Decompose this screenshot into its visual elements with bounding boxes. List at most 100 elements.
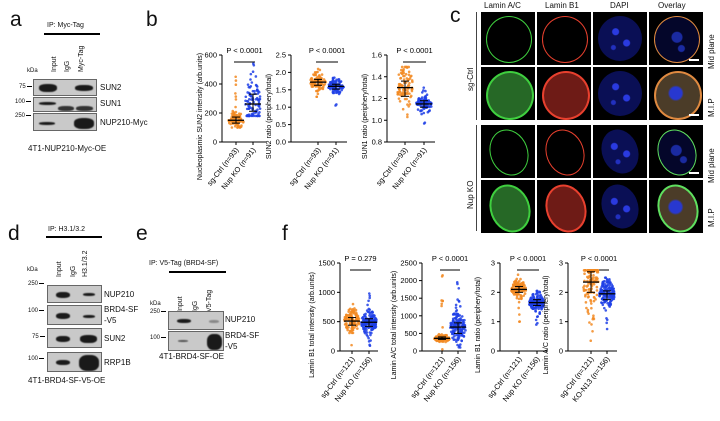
data-point — [249, 94, 253, 98]
data-point — [429, 102, 433, 106]
data-point — [362, 327, 365, 331]
data-point — [339, 85, 343, 88]
data-point — [429, 105, 433, 108]
data-point — [437, 337, 440, 341]
data-point — [583, 269, 587, 272]
data-point — [441, 347, 444, 351]
data-point — [254, 111, 257, 114]
data-point — [316, 67, 320, 71]
data-point — [424, 105, 427, 109]
data-point — [434, 335, 438, 339]
x-tick-label: sg-Ctrl (n=121) — [409, 354, 447, 400]
data-point — [589, 279, 592, 283]
data-point — [438, 338, 442, 341]
data-point — [354, 318, 358, 321]
data-point — [239, 125, 243, 129]
data-point — [351, 328, 354, 331]
data-point — [437, 339, 441, 343]
data-point — [330, 86, 334, 90]
data-point — [444, 334, 448, 338]
data-point — [371, 320, 374, 323]
data-point — [362, 327, 366, 331]
data-point — [371, 325, 374, 329]
data-point — [374, 317, 378, 320]
data-point — [601, 296, 605, 300]
ip-underline — [44, 33, 100, 35]
data-point — [599, 290, 602, 293]
data-point — [458, 321, 461, 324]
data-point — [424, 96, 428, 100]
data-point — [237, 120, 240, 124]
data-point — [534, 301, 537, 305]
data-point — [430, 102, 433, 105]
data-point — [338, 80, 341, 83]
data-point — [521, 283, 525, 287]
data-point — [461, 324, 465, 328]
data-point — [405, 92, 408, 95]
blot-nup210-myc — [33, 113, 97, 131]
data-point — [607, 296, 611, 300]
data-point — [596, 269, 599, 272]
data-point — [310, 83, 313, 87]
data-point — [238, 126, 242, 129]
data-point — [371, 328, 374, 331]
data-point — [601, 280, 605, 284]
data-point — [457, 320, 461, 324]
data-point — [453, 313, 457, 316]
data-point — [365, 333, 369, 337]
data-point — [451, 313, 455, 316]
data-point — [516, 292, 520, 296]
data-point — [313, 81, 316, 85]
data-point — [524, 286, 527, 290]
data-point — [235, 122, 239, 126]
data-point — [329, 82, 333, 85]
y-axis-label: Lamin A/C ratio (periphery/total) — [543, 276, 550, 375]
data-point — [419, 109, 422, 113]
data-point — [534, 305, 537, 309]
data-point — [344, 326, 348, 329]
data-point — [317, 77, 321, 80]
data-point — [519, 285, 523, 289]
data-point — [608, 301, 611, 305]
data-point — [348, 318, 351, 321]
data-point — [444, 340, 447, 344]
data-point — [371, 328, 375, 331]
data-point — [612, 294, 616, 298]
data-point — [422, 107, 426, 111]
data-point — [399, 71, 403, 75]
data-point — [516, 286, 520, 290]
data-point — [361, 325, 365, 329]
data-point — [370, 311, 374, 314]
data-point — [250, 114, 254, 117]
data-point — [237, 115, 241, 119]
data-point — [450, 332, 454, 336]
data-point — [605, 285, 608, 288]
y-tick-label: 200 — [204, 109, 217, 118]
data-point — [402, 71, 406, 75]
data-point — [454, 325, 458, 329]
data-point — [609, 281, 612, 284]
data-point — [321, 87, 325, 91]
data-point — [248, 102, 252, 106]
data-point — [312, 83, 315, 86]
data-point — [522, 294, 525, 297]
data-point — [365, 331, 369, 334]
data-point — [368, 317, 371, 321]
data-point — [441, 340, 444, 343]
data-point — [338, 86, 342, 90]
data-point — [348, 322, 352, 326]
data-point — [237, 125, 240, 128]
data-point — [397, 87, 401, 91]
blot-sun1 — [33, 97, 97, 112]
data-point — [452, 320, 456, 323]
data-point — [521, 289, 524, 293]
data-point — [600, 292, 603, 296]
data-point — [337, 79, 341, 83]
data-point — [314, 73, 317, 77]
data-point — [441, 334, 444, 338]
data-point — [400, 65, 404, 69]
data-point — [315, 95, 318, 99]
data-point — [415, 101, 418, 105]
data-point — [344, 316, 347, 320]
data-point — [517, 286, 520, 289]
